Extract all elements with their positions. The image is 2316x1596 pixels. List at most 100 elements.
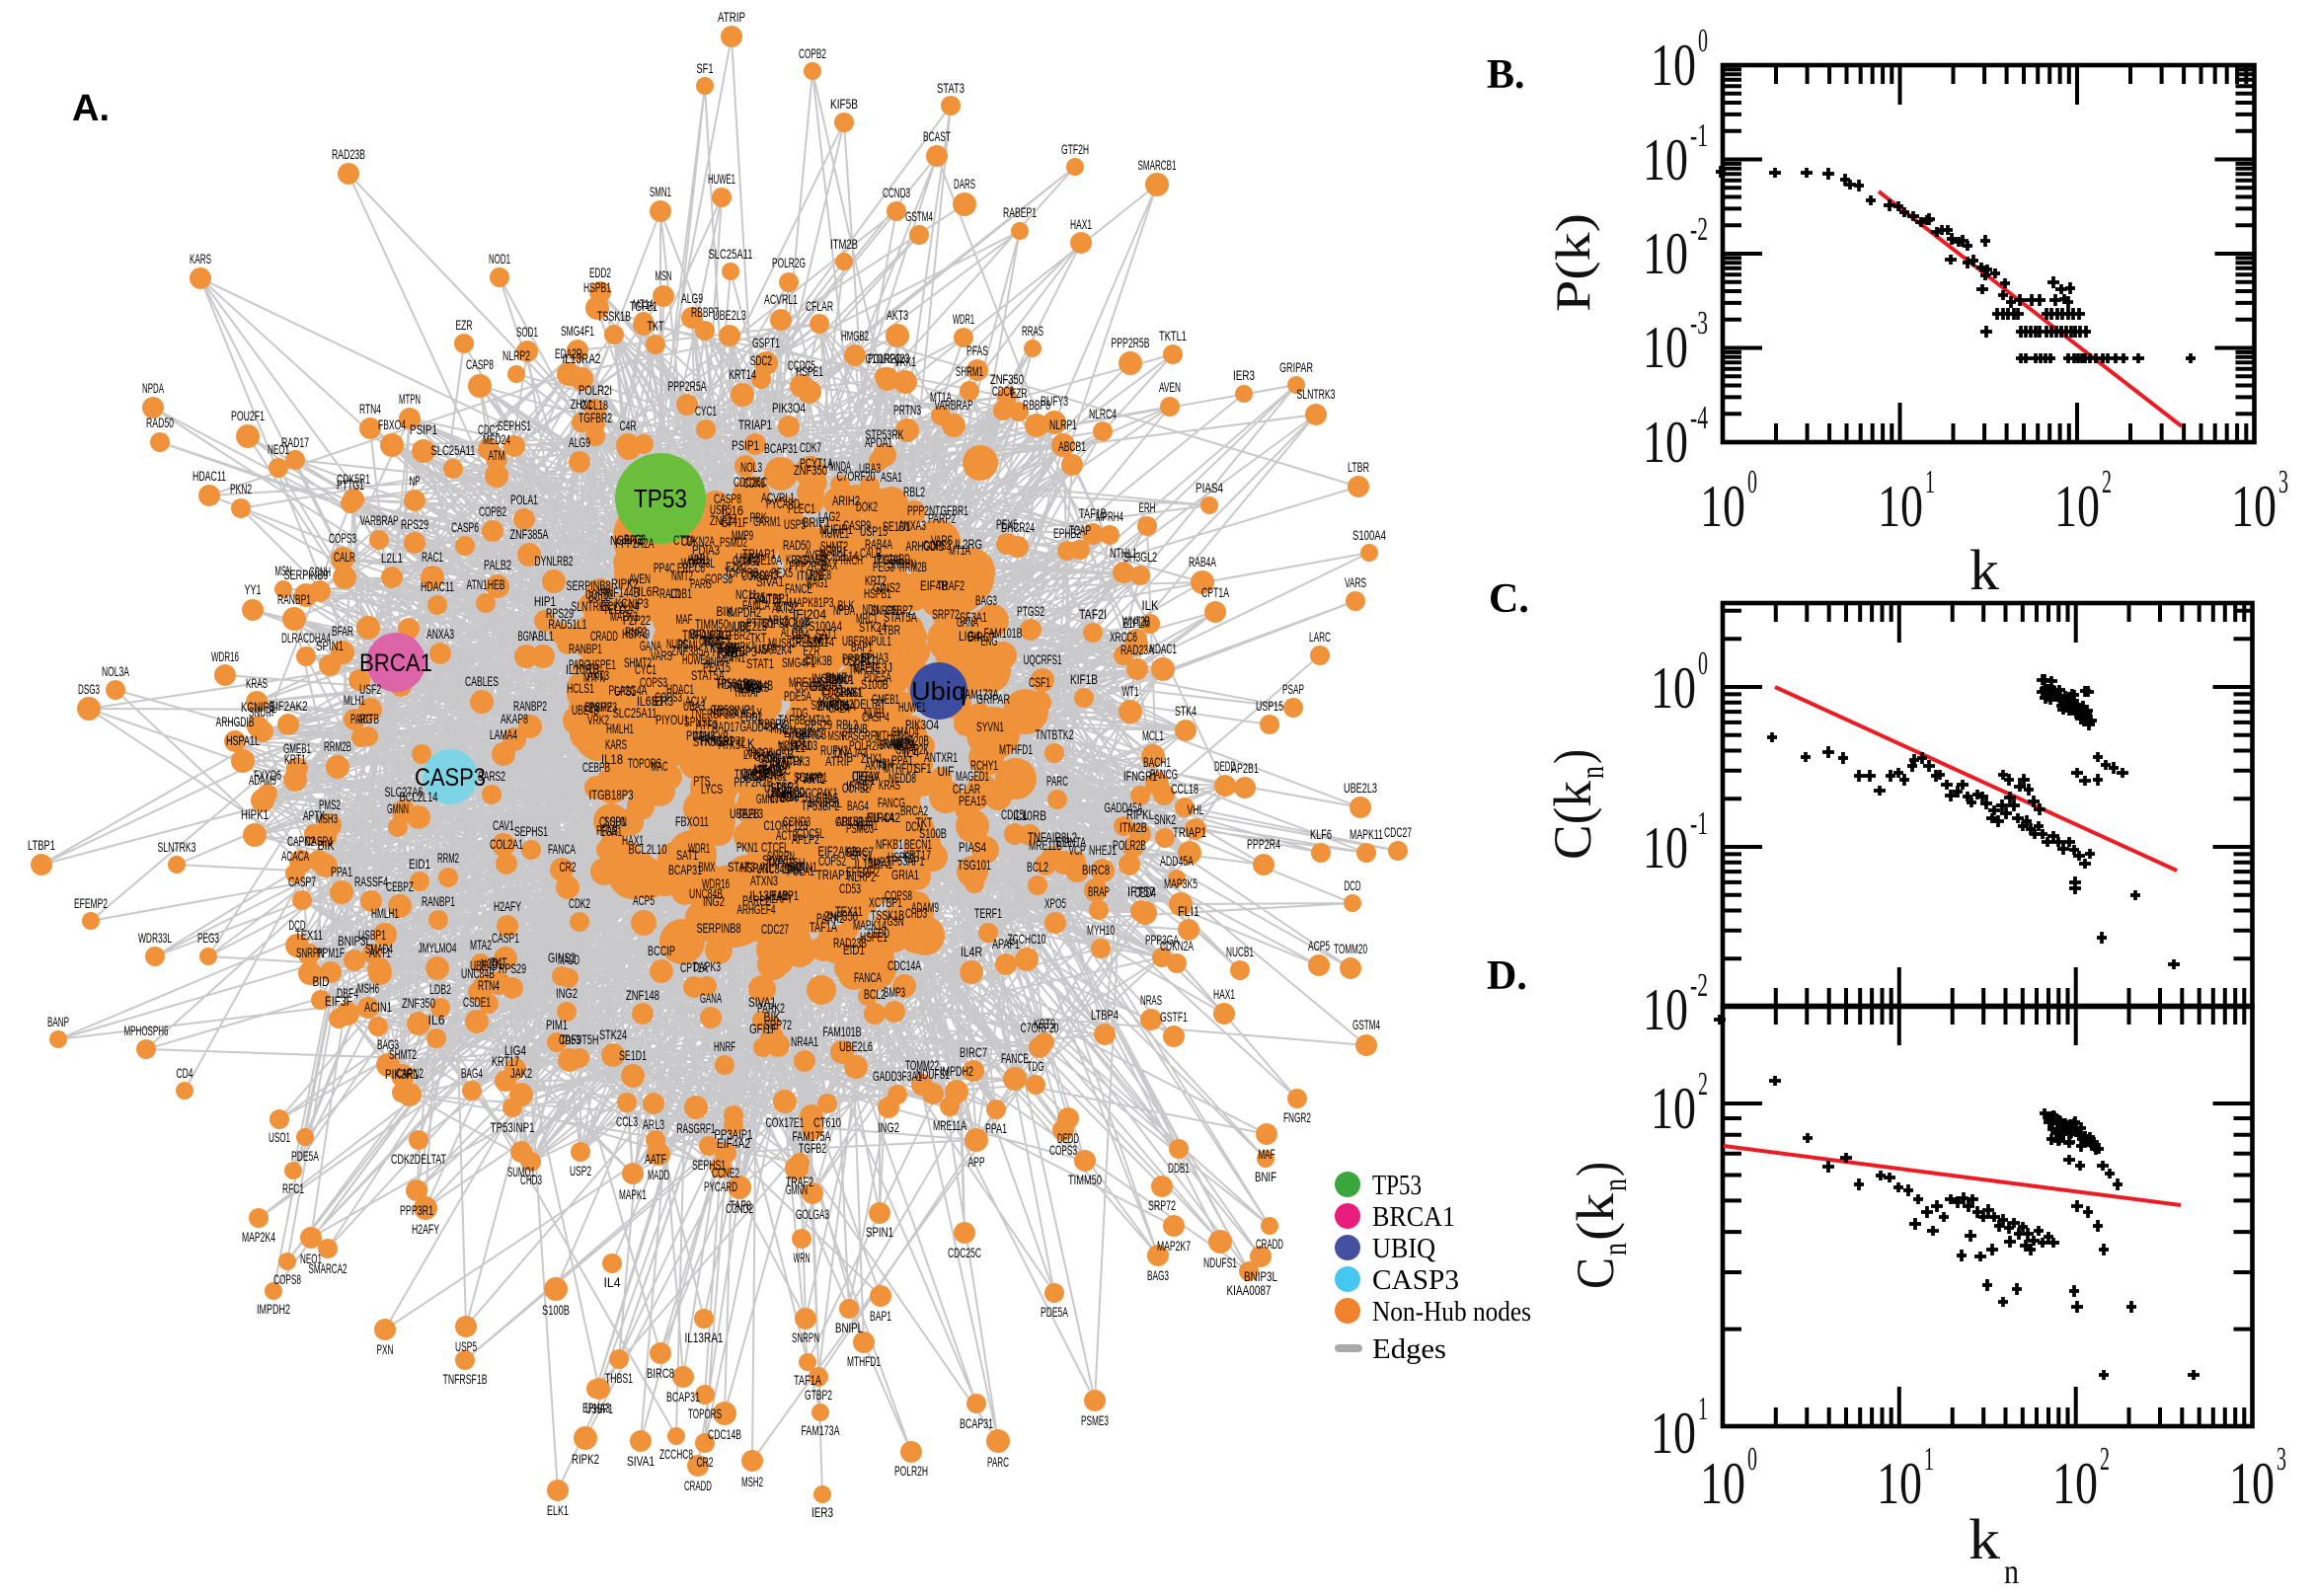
svg-text:UNC84B: UNC84B [756,861,790,876]
svg-text:GMNN: GMNN [756,791,778,806]
svg-text:KIF5B: KIF5B [766,746,794,762]
svg-text:COPS2: COPS2 [818,853,846,869]
svg-text:NUDC: NUDC [666,636,688,651]
svg-text:-2: -2 [1690,967,1708,1004]
svg-text:PSIP1: PSIP1 [732,437,759,453]
svg-text:HSPA9: HSPA9 [622,626,650,642]
svg-text:GANA: GANA [700,990,722,1006]
svg-text:AVEN: AVEN [805,547,826,563]
svg-text:BCAP31: BCAP31 [764,440,798,456]
svg-text:RCHY1: RCHY1 [970,757,998,773]
svg-text:USF2: USF2 [359,681,381,697]
svg-text:BCL2L14: BCL2L14 [601,598,640,614]
svg-text:HSPE1: HSPE1 [588,656,616,672]
svg-text:PIK3R1: PIK3R1 [385,1066,419,1082]
svg-text:CRADD: CRADD [810,678,837,694]
svg-text:LTBP4: LTBP4 [1091,1007,1119,1023]
svg-text:GSTM4: GSTM4 [754,748,782,764]
svg-text:AATF: AATF [718,640,739,655]
svg-text:SIVA1: SIVA1 [748,994,776,1010]
svg-text:RTN4: RTN4 [359,401,381,417]
svg-text:C4R: C4R [620,418,637,433]
svg-text:TP53: TP53 [1372,1170,1422,1201]
svg-text:TAF8B: TAF8B [778,712,806,727]
svg-text:SLNTRK3: SLNTRK3 [158,839,196,855]
svg-text:CEBPZ: CEBPZ [886,602,913,618]
svg-text:CASP7: CASP7 [288,874,316,889]
svg-text:NLRC4: NLRC4 [1089,406,1117,421]
svg-text:UIF: UIF [938,763,955,779]
svg-text:CALR: CALR [334,549,355,565]
svg-text:PEA15: PEA15 [959,793,986,808]
svg-text:SIVA1: SIVA1 [756,573,784,589]
svg-text:NFYB: NFYB [707,728,729,744]
svg-text:CCL18: CCL18 [1171,781,1198,797]
svg-text:VARS: VARS [651,647,672,663]
svg-text:HCLS1: HCLS1 [567,680,594,696]
svg-text:AP2B1: AP2B1 [1231,760,1259,776]
svg-text:ABL1: ABL1 [752,761,774,777]
svg-text:IFI204: IFI204 [793,606,826,622]
svg-text:POU2F1: POU2F1 [231,408,265,423]
svg-text:SEPHS1: SEPHS1 [753,768,787,784]
svg-text:D.: D. [1487,953,1527,999]
svg-text:TOMM22: TOMM22 [905,1057,939,1073]
svg-text:NP: NP [727,648,737,664]
svg-text:NMT1: NMT1 [890,735,912,751]
svg-text:CCL3: CCL3 [616,1113,638,1129]
svg-text:ERH: ERH [1139,499,1156,515]
svg-text:BAG3: BAG3 [624,531,646,547]
svg-text:A2M: A2M [780,722,797,737]
svg-text:EDD2: EDD2 [589,265,611,280]
svg-text:LAG2: LAG2 [818,508,840,524]
svg-text:BIK: BIK [789,859,806,874]
svg-text:10: 10 [1651,33,1696,98]
svg-text:PXN: PXN [377,1341,394,1357]
svg-text:CFLAR: CFLAR [806,298,833,314]
svg-text:n: n [1597,1243,1634,1255]
svg-text:IL13RA2: IL13RA2 [563,350,601,366]
svg-text:PJA1: PJA1 [725,642,746,657]
svg-text:TRIAP1: TRIAP1 [816,867,850,882]
svg-text:RPS29: RPS29 [546,605,574,621]
svg-text:CASP3: CASP3 [1372,1264,1459,1296]
svg-text:EID1: EID1 [822,682,844,698]
svg-text:DOK2: DOK2 [856,498,878,514]
svg-text:IL13RA1: IL13RA1 [685,1330,724,1345]
svg-text:WDR1: WDR1 [688,840,710,856]
svg-text:CDK5R1: CDK5R1 [835,813,869,829]
svg-text:STP53RK: STP53RK [866,426,904,442]
svg-text:MSH6: MSH6 [357,980,379,996]
svg-text:HUWE1: HUWE1 [708,171,735,187]
svg-text:TP53: TP53 [634,484,687,513]
svg-text:CHD3: CHD3 [520,1172,542,1187]
svg-text:ITM2B: ITM2B [754,763,782,779]
svg-text:UNC84B: UNC84B [689,885,723,901]
svg-text:TERF1: TERF1 [974,905,1002,921]
svg-text:KIF1B: KIF1B [1070,671,1098,687]
svg-text:1: 1 [1698,1391,1708,1427]
svg-text:MAPK11: MAPK11 [1350,826,1383,842]
svg-text:HSPE1: HSPE1 [796,363,823,379]
svg-text:SNK2: SNK2 [879,736,900,752]
svg-text:SNRPN: SNRPN [888,556,916,571]
svg-text:LYCS: LYCS [701,781,723,797]
svg-text:CTTA: CTTA [673,532,695,548]
svg-text:RAD50: RAD50 [146,415,174,430]
svg-text:0: 0 [1698,23,1708,59]
svg-text:ALG9: ALG9 [569,434,590,450]
svg-text:CD4: CD4 [177,1065,193,1081]
svg-text:TDG: TDG [1028,1058,1044,1074]
svg-text:ATM: ATM [489,447,505,463]
svg-text:UBIQ: UBIQ [1372,1233,1435,1264]
svg-text:SOD1: SOD1 [820,673,842,689]
svg-text:LTBP4: LTBP4 [770,790,798,805]
svg-text:AKT3: AKT3 [587,667,609,683]
svg-text:RANBP1: RANBP1 [277,591,311,607]
svg-text:HAX1: HAX1 [1070,216,1092,232]
svg-text:ITGB8: ITGB8 [874,552,901,568]
svg-text:JMYLMO4: JMYLMO4 [419,940,457,955]
svg-text:MSN: MSN [656,267,672,283]
svg-text:RRAS: RRAS [1022,323,1043,339]
svg-text:JUNB: JUNB [846,721,868,736]
